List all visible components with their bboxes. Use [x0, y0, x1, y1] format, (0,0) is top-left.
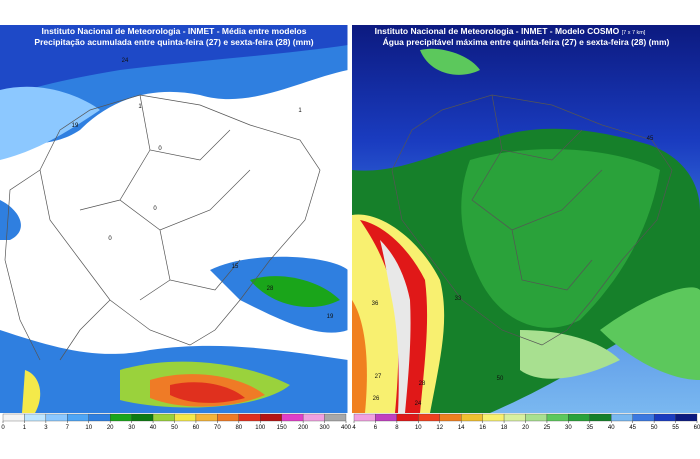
left-map — [0, 25, 348, 413]
colorbar-label: 0 — [1, 425, 5, 431]
colorbar-segment — [217, 413, 239, 422]
map-label: 50 — [497, 376, 504, 382]
map-label: 28 — [419, 381, 426, 387]
colorbar-label: 40 — [150, 425, 157, 431]
colorbar-label: 50 — [171, 425, 178, 431]
colorbar-segment — [439, 413, 462, 422]
colorbar-label: 45 — [629, 425, 636, 431]
map-label: 33 — [455, 296, 462, 302]
colorbar-label: 10 — [85, 425, 92, 431]
colorbar-segment — [396, 413, 419, 422]
map-label: 1 — [138, 104, 142, 110]
colorbar-label: 55 — [672, 425, 679, 431]
colorbar-label: 20 — [522, 425, 529, 431]
colorbar-segment — [589, 413, 612, 422]
map-label: 27 — [375, 374, 382, 380]
panel-subtitle: Precipitação acumulada entre quinta-feir… — [34, 37, 313, 47]
colorbar-segment — [632, 413, 655, 422]
colorbar-label: 3 — [44, 425, 48, 431]
colorbar-segment — [195, 413, 218, 422]
title-text: Instituto Nacional de Meteorologia - INM… — [375, 26, 620, 36]
colorbar-label: 20 — [107, 425, 114, 431]
map-label: 0 — [153, 206, 157, 212]
colorbar-label: 10 — [415, 425, 422, 431]
colorbar-segment — [238, 413, 261, 422]
colorbar-segment — [324, 413, 347, 422]
map-label: 0 — [108, 236, 112, 242]
colorbar-label: 4 — [352, 425, 356, 431]
colorbar-label: 80 — [235, 425, 242, 431]
colorbar-segment — [675, 413, 698, 422]
panel-title: Instituto Nacional de Meteorologia - INM… — [42, 26, 307, 36]
colorbar-segment — [45, 413, 68, 422]
colorbar-label: 8 — [395, 425, 399, 431]
colorbar-segment — [482, 413, 505, 422]
colorbar-label: 16 — [479, 425, 486, 431]
colorbar-label: 100 — [255, 425, 266, 431]
colorbar-segment — [546, 413, 569, 422]
map-label: 28 — [267, 286, 274, 292]
colorbar-label: 30 — [128, 425, 135, 431]
colorbar-label: 40 — [608, 425, 615, 431]
map-label: 19 — [327, 314, 334, 320]
colorbar-segment — [67, 413, 89, 422]
colorbar-segment — [260, 413, 282, 422]
colorbar-segment — [2, 413, 25, 422]
colorbar-label: 35 — [586, 425, 593, 431]
colorbar-segment — [418, 413, 440, 422]
colorbar-segment — [525, 413, 548, 422]
colorbar-label: 6 — [374, 425, 378, 431]
map-label: 19 — [72, 123, 79, 129]
colorbar-label: 50 — [651, 425, 658, 431]
colorbar-segment — [281, 413, 304, 422]
colorbar-label: 400 — [341, 425, 352, 431]
map-label: 36 — [372, 301, 379, 307]
colorbar-label: 70 — [214, 425, 221, 431]
colorbar-label: 200 — [298, 425, 309, 431]
colorbar-segment — [375, 413, 398, 422]
map-label: 26 — [373, 396, 380, 402]
colorbar-label: 14 — [458, 425, 465, 431]
map-label: 24 — [122, 58, 129, 64]
overlay: 0 1 3 7 10 20 30 40 50 60 70 80 100 150 200 300 40010019… — [1, 58, 700, 431]
colorbar-segment — [152, 413, 175, 422]
colorbar-label: 30 — [565, 425, 572, 431]
title-note: [7 x 7 km] — [622, 30, 646, 36]
colorbar-segment — [568, 413, 590, 422]
colorbar-label: 18 — [501, 425, 508, 431]
colorbar-label: 25 — [544, 425, 551, 431]
colorbar-segment — [302, 413, 325, 422]
colorbar-label: 7 — [66, 425, 70, 431]
colorbar-segment — [653, 413, 676, 422]
colorbar-segment — [353, 413, 376, 422]
colorbar-segment — [88, 413, 111, 422]
map-label: 24 — [415, 401, 422, 407]
map-label: 1 — [298, 108, 302, 114]
colorbar-label: 1 — [23, 425, 27, 431]
map-label: 15 — [232, 264, 239, 270]
colorbar-label: 150 — [277, 425, 288, 431]
colorbar-segment — [131, 413, 154, 422]
panel-subtitle: Água precipitável máxima entre quinta-fe… — [383, 37, 670, 47]
map-label: 0 — [158, 146, 162, 152]
colorbar-label: 300 — [320, 425, 331, 431]
right-map — [352, 25, 700, 413]
colorbar-segment — [503, 413, 526, 422]
colorbar-segment — [461, 413, 483, 422]
colorbar-label: 12 — [436, 425, 443, 431]
colorbar-segment — [24, 413, 47, 422]
colorbar-segment — [611, 413, 633, 422]
map-label: 45 — [647, 136, 654, 142]
colorbar-label: 60 — [694, 425, 700, 431]
colorbar-segment — [110, 413, 132, 422]
colorbar-segment — [174, 413, 197, 422]
colorbar-label: 60 — [193, 425, 200, 431]
panel-title: Instituto Nacional de Meteorologia - INM… — [375, 26, 646, 36]
